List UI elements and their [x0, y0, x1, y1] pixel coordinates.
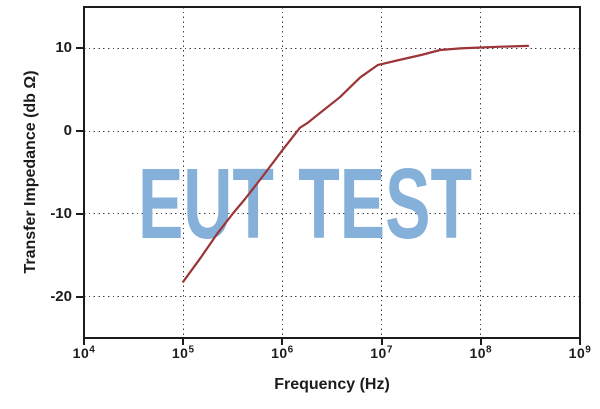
x-tick-mark	[83, 339, 85, 345]
h-gridline	[84, 213, 580, 215]
y-tick-mark	[76, 212, 83, 215]
v-gridline	[480, 7, 482, 338]
h-gridline	[84, 296, 580, 298]
y-tick-label: -10	[50, 204, 72, 222]
x-tick-mark	[479, 339, 482, 345]
y-tick-label: -20	[50, 287, 72, 305]
v-gridline	[381, 7, 383, 338]
x-tick-mark	[380, 339, 383, 345]
x-tick-label: 109	[568, 344, 592, 361]
y-tick-mark	[76, 130, 83, 133]
y-tick-mark	[76, 47, 83, 50]
y-tick-label: 0	[63, 122, 72, 140]
x-tick-mark	[281, 339, 284, 345]
h-gridline	[84, 47, 580, 49]
x-tick-mark	[579, 339, 581, 345]
x-axis-title: Frequency (Hz)	[274, 376, 390, 393]
watermark-text: EUT TEST	[137, 148, 473, 260]
y-tick-label: 10	[55, 39, 72, 57]
impedance-curve	[182, 44, 530, 283]
x-tick-label: 108	[469, 344, 493, 361]
x-tick-label: 105	[171, 344, 195, 361]
v-gridline	[281, 7, 283, 338]
y-tick-mark	[76, 295, 83, 298]
x-tick-label: 104	[72, 344, 96, 361]
h-gridline	[84, 130, 580, 132]
x-tick-mark	[182, 339, 185, 345]
v-gridline	[182, 7, 184, 338]
x-tick-label: 106	[271, 344, 294, 361]
x-tick-label: 107	[370, 344, 393, 361]
